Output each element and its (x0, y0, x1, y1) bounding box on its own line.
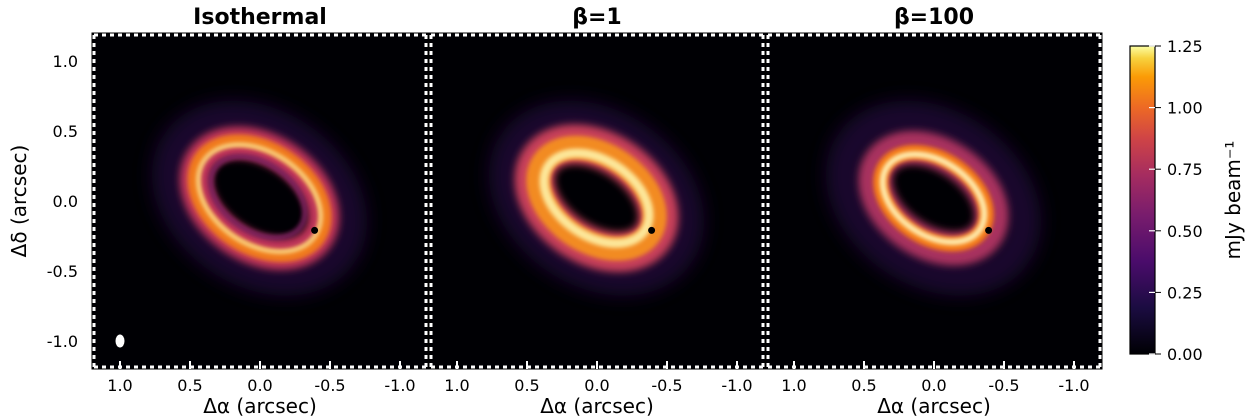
beam-ellipse (115, 334, 125, 348)
colorbar-tick-label: 1.25 (1167, 37, 1203, 56)
panel-2: β=1 (428, 5, 766, 370)
x-tick-label: -1.0 (1058, 376, 1089, 395)
colorbar-tick-label: 0.25 (1167, 283, 1203, 302)
image-background (766, 33, 1102, 369)
disk-emission (826, 100, 1041, 296)
x-tick-label: 1.0 (444, 376, 469, 395)
y-tick-label: -1.0 (47, 332, 78, 351)
panel-3: β=100 (765, 5, 1103, 370)
panel-title: Isothermal (193, 5, 327, 30)
x-tick-label: 0.0 (247, 376, 272, 395)
disk-emission (152, 100, 367, 296)
panel-title: β=1 (572, 5, 622, 30)
x-tick-label: 1.0 (781, 376, 806, 395)
y-axis-label: Δδ (arcsec) (7, 145, 31, 258)
y-tick-label: 0.5 (53, 122, 78, 141)
colorbar-tick-label: 0.50 (1167, 222, 1203, 241)
colorbar-gradient (1129, 45, 1156, 355)
image-background (92, 33, 428, 369)
panel-1: Isothermal (91, 5, 429, 370)
x-tick-label: -0.5 (314, 376, 345, 395)
colorbar-tick-label: 1.00 (1167, 99, 1203, 118)
image-background (429, 33, 765, 369)
y-tick-label: -0.5 (47, 262, 78, 281)
planet-marker (985, 226, 993, 234)
colorbar-label: mJy beam⁻¹ (1221, 141, 1245, 260)
x-tick-label: -0.5 (988, 376, 1019, 395)
planet-marker (311, 226, 319, 234)
x-tick-label: -1.0 (721, 376, 752, 395)
y-tick-label: 0.0 (53, 192, 78, 211)
panel-title: β=100 (894, 5, 974, 30)
colorbar: 0.00 0.25 0.50 0.75 1.00 1.25 mJy beam⁻¹ (1129, 37, 1245, 364)
x-axis-label: Δα (arcsec) (203, 394, 317, 418)
colorbar-tick-label: 0.00 (1167, 345, 1203, 364)
x-tick-label: 0.5 (514, 376, 539, 395)
x-tick-label: 0.5 (177, 376, 202, 395)
disk-emission (489, 100, 704, 296)
colorbar-tick-label: 0.75 (1167, 160, 1203, 179)
x-tick-label: -0.5 (651, 376, 682, 395)
y-tick-label: 1.0 (53, 52, 78, 71)
x-tick-label: -1.0 (384, 376, 415, 395)
x-tick-label: 0.5 (851, 376, 876, 395)
x-tick-label: 0.0 (584, 376, 609, 395)
x-axis-label: Δα (arcsec) (877, 394, 991, 418)
x-axis-label: Δα (arcsec) (540, 394, 654, 418)
x-tick-label: 0.0 (921, 376, 946, 395)
x-tick-label: 1.0 (107, 376, 132, 395)
planet-marker (648, 226, 656, 234)
